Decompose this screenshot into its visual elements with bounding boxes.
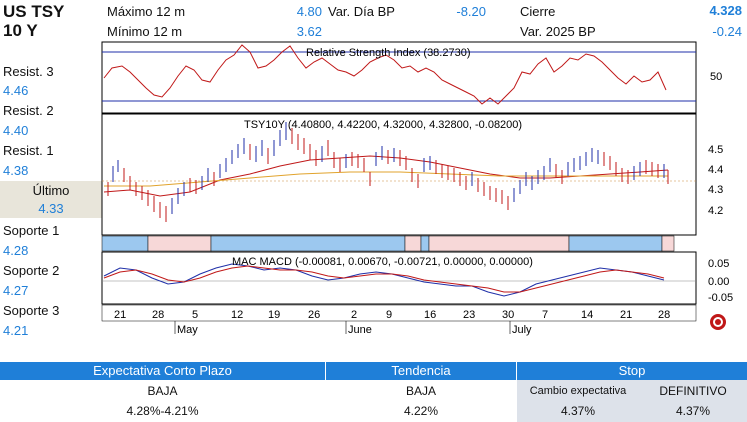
var-dia-label: Var. Día BP (328, 4, 395, 19)
summary-table: Expectativa Corto Plazo Tendencia Stop B… (0, 362, 747, 422)
day-tick: 16 (424, 309, 436, 321)
resist3-value: 4.46 (3, 83, 29, 98)
rsi-line (103, 44, 667, 105)
resist1-value: 4.38 (3, 163, 29, 178)
macd-tick-zero: 0.00 (708, 276, 729, 288)
header-expectativa: Expectativa Corto Plazo (0, 362, 325, 380)
month-july: July (512, 324, 532, 336)
soporte1-value: 4.28 (3, 243, 29, 258)
resist1-label: Resist. 1 (3, 143, 54, 158)
stop-cambio-label: Cambio expectativa (529, 385, 627, 397)
ultimo-value: 4.33 (38, 201, 64, 216)
day-tick: 19 (268, 309, 280, 321)
var-2025-value: -0.24 (712, 24, 742, 39)
price-tick-4-4: 4.4 (708, 164, 723, 176)
soporte3-label: Soporte 3 (3, 303, 60, 318)
stop-cambio-value: 4.37% (560, 404, 596, 418)
trend-band-up (420, 235, 430, 252)
trend-band-down (147, 235, 212, 252)
day-tick: 7 (542, 309, 548, 321)
brand-logo-icon (710, 314, 726, 330)
tenor-title: 10 Y (3, 21, 38, 40)
trend-band-down (404, 235, 422, 252)
soporte2-value: 4.27 (3, 283, 29, 298)
day-tick: 21 (620, 309, 632, 321)
var-2025-label: Var. 2025 BP (520, 24, 596, 39)
cell-tendencia (326, 380, 516, 422)
var-dia-value: -8.20 (456, 4, 486, 19)
day-tick: 12 (231, 309, 243, 321)
technical-chart: Relative Strength Index (38.2730) 50 (101, 41, 733, 336)
macd-tick-neg: -0.05 (708, 292, 733, 304)
cierre-label: Cierre (520, 4, 556, 19)
price-tick-4-3: 4.3 (708, 184, 723, 196)
day-ticks: 21 28 5 12 19 26 2 9 16 23 30 7 14 21 28 (114, 309, 670, 321)
trend-band-up (210, 235, 406, 252)
min12-label: Mínimo 12 m (107, 24, 183, 39)
max12-label: Máximo 12 m (107, 4, 186, 19)
macd-line (103, 263, 665, 297)
macd-title: MAC MACD (-0.00081, 0.00670, -0.00721, 0… (232, 256, 533, 268)
rsi-tick-50: 50 (710, 71, 722, 83)
day-tick: 30 (502, 309, 514, 321)
trend-band-down (428, 235, 570, 252)
day-tick: 21 (114, 309, 126, 321)
header-tendencia: Tendencia (326, 362, 516, 380)
cell-expectativa (0, 380, 325, 422)
price-tick-4-2: 4.2 (708, 205, 723, 217)
soporte2-label: Soporte 2 (3, 263, 60, 278)
ultimo-label: Último (32, 183, 70, 198)
resist2-value: 4.40 (3, 123, 29, 138)
macd-tick-pos: 0.05 (708, 258, 729, 270)
stop-definitivo-value: 4.37% (675, 404, 711, 418)
symbol-title: US TSY (3, 2, 65, 21)
max12-value: 4.80 (296, 4, 322, 19)
day-tick: 23 (463, 309, 475, 321)
trend-band-up (101, 235, 149, 252)
month-june: June (348, 324, 372, 336)
month-may: May (177, 324, 198, 336)
cierre-value: 4.328 (709, 3, 742, 18)
soporte1-label: Soporte 1 (3, 223, 60, 238)
time-axis (101, 304, 697, 322)
signal-line (103, 265, 665, 293)
expectativa-direction: BAJA (147, 384, 178, 398)
resist3-label: Resist. 3 (3, 64, 54, 79)
ma-long-line (104, 171, 668, 187)
day-tick: 26 (308, 309, 320, 321)
day-tick: 9 (386, 309, 392, 321)
price-tick-4-5: 4.5 (708, 144, 723, 156)
price-title: TSY10Y (4.40800, 4.42200, 4.32000, 4.328… (244, 119, 522, 131)
tendencia-direction: BAJA (405, 384, 436, 398)
soporte3-value: 4.21 (3, 323, 29, 338)
trend-band-up (568, 235, 663, 252)
day-tick: 5 (192, 309, 198, 321)
trend-band-down (661, 235, 675, 252)
rsi-title: Relative Strength Index (38.2730) (306, 47, 471, 59)
day-tick: 2 (351, 309, 357, 321)
resist2-label: Resist. 2 (3, 103, 54, 118)
ultimo-box: Último 4.33 (0, 181, 102, 218)
cell-stop (517, 380, 747, 422)
price-bars (107, 122, 669, 222)
min12-value: 3.62 (296, 24, 322, 39)
header-stop: Stop (517, 362, 747, 380)
day-tick: 14 (581, 309, 593, 321)
day-tick: 28 (658, 309, 670, 321)
stop-definitivo-label: DEFINITIVO (659, 384, 727, 398)
tendencia-level: 4.22% (403, 404, 439, 418)
day-tick: 28 (152, 309, 164, 321)
expectativa-range: 4.28%-4.21% (126, 404, 199, 418)
trend-band (101, 235, 675, 252)
